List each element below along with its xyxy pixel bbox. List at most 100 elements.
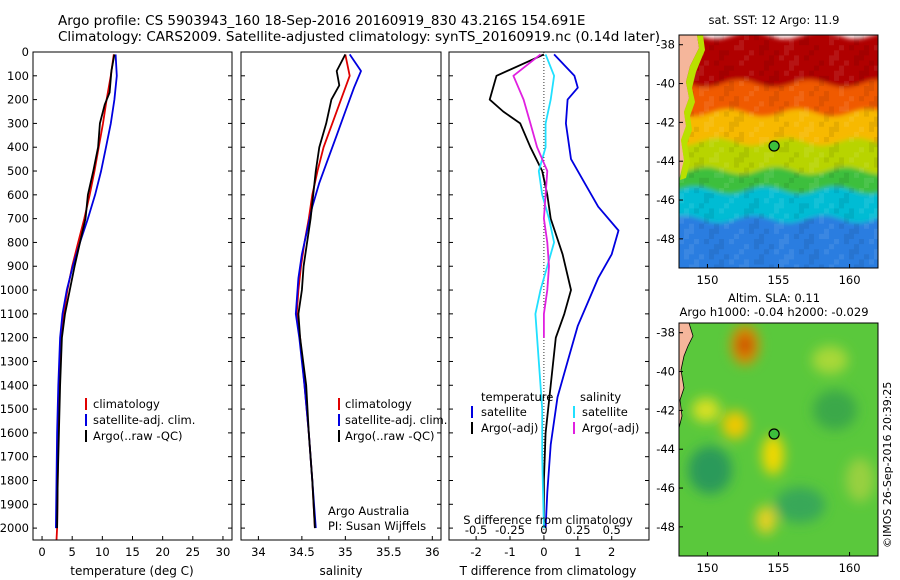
sst-pixel [784, 101, 789, 107]
sst-pixel [869, 218, 874, 224]
sst-pixel [714, 249, 719, 255]
sst-pixel [874, 157, 878, 163]
map-x-tick-label: 155 [768, 561, 790, 575]
sst-pixel [809, 147, 814, 153]
sst-pixel [834, 70, 839, 76]
sst-pixel [684, 254, 689, 260]
sst-pixel [824, 111, 829, 117]
sst-pixel [759, 233, 764, 239]
y-tick-label: 500 [7, 164, 29, 178]
sst-pixel [754, 239, 759, 245]
sst-pixel [694, 188, 699, 194]
sst-pixel [779, 126, 784, 132]
sst-pixel [684, 228, 689, 234]
sst-pixel [789, 60, 794, 66]
sst-pixel [804, 152, 809, 158]
top-tick-label: 0 [540, 523, 547, 537]
sst-pixel [744, 35, 749, 41]
sst-pixel [749, 91, 754, 97]
sst-pixel [744, 167, 749, 173]
sst-pixel [714, 157, 719, 163]
sst-pixel [834, 147, 839, 153]
sst-pixel [784, 213, 789, 219]
sst-pixel [804, 131, 809, 137]
sla-map-panel: Altim. SLA: 0.11 Argo h1000: -0.04 h2000… [656, 291, 879, 575]
sst-pixel [704, 101, 709, 107]
sst-pixel [834, 126, 839, 132]
sst-band [679, 35, 878, 90]
sst-pixel [789, 65, 794, 71]
sst-pixel [819, 80, 824, 86]
sst-pixel [784, 259, 789, 265]
sst-pixel [854, 249, 859, 255]
sst-pixel [864, 70, 869, 76]
sst-pixel [814, 203, 819, 209]
y-tick-label: 900 [7, 259, 29, 273]
x-tick-label: 15 [125, 545, 140, 559]
sst-pixel [869, 193, 874, 199]
sst-pixel [714, 264, 719, 268]
sst-pixel [874, 65, 878, 71]
sst-pixel [744, 259, 749, 265]
sst-pixel [859, 70, 864, 76]
salinity-panel: 34 34.5 35 35.5 36 salinity climatology sate… [240, 51, 447, 578]
sst-band [679, 108, 878, 148]
sst-pixel [799, 249, 804, 255]
annotation-pi: PI: Susan Wijffels [328, 519, 426, 533]
sst-pixel [804, 35, 809, 41]
sst-pixel [729, 177, 734, 183]
sst-pixel [819, 172, 824, 178]
sst-pixel [709, 233, 714, 239]
sst-pixel [689, 264, 694, 268]
sst-pixel [854, 40, 859, 46]
sst-pixel [774, 75, 779, 81]
sst-pixel [784, 45, 789, 51]
y-tick-label: 400 [7, 140, 29, 154]
sst-pixel [839, 198, 844, 204]
legend-label-argo: Argo(..raw -QC) [345, 429, 435, 443]
sst-pixel [774, 116, 779, 122]
sst-pixel [824, 188, 829, 194]
sst-pixel [749, 203, 754, 209]
sst-pixel [744, 152, 749, 158]
sst-pixel [824, 116, 829, 122]
sst-pixel [809, 142, 814, 148]
sst-pixel [784, 162, 789, 168]
map-y-tick-label: -42 [656, 403, 675, 417]
sst-pixel [849, 157, 854, 163]
sst-pixel [769, 167, 774, 173]
sst-pixel [844, 80, 849, 86]
sst-pixel [719, 239, 724, 245]
sst-pixel [869, 147, 874, 153]
sst-pixel [789, 249, 794, 255]
sst-pixel [784, 142, 789, 148]
sla-argo-position-marker [768, 428, 780, 440]
sst-pixel [834, 35, 839, 41]
sst-pixel [714, 172, 719, 178]
map-y-tick-label: -42 [656, 115, 675, 129]
sst-pixel [729, 198, 734, 204]
sst-pixel [844, 106, 849, 112]
sst-pixel [829, 147, 834, 153]
sst-pixel [739, 80, 744, 86]
sst-pixel [829, 264, 834, 268]
sst-pixel [714, 244, 719, 250]
sst-pixel [709, 101, 714, 107]
sst-pixel [724, 70, 729, 76]
map-y-tick-label: -44 [656, 442, 675, 456]
sst-pixel [729, 101, 734, 107]
sst-pixel [699, 157, 704, 163]
sst-coast-land [679, 35, 699, 180]
sst-pixel [749, 228, 754, 234]
sst-pixel [779, 131, 784, 137]
map-x-tick-label: 150 [696, 273, 718, 287]
sst-pixel [719, 55, 724, 61]
sst-pixel [819, 75, 824, 81]
sst-pixel [854, 55, 859, 61]
sst-pixel [834, 182, 839, 188]
sst-pixel [849, 116, 854, 122]
sst-pixel [684, 233, 689, 239]
sst-map-panel: sat. SST: 12 Argo: 11.9 -38 -40 -42 -44 -46 -… [656, 13, 879, 287]
sst-pixel [779, 203, 784, 209]
sst-pixel [739, 172, 744, 178]
